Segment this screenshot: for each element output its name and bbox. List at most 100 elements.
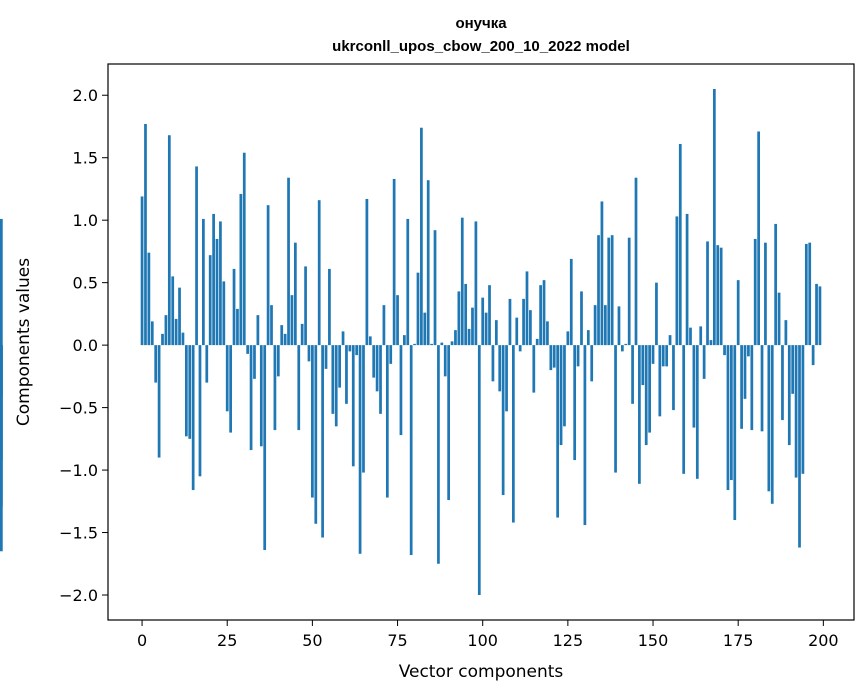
bar <box>195 166 198 346</box>
bar <box>753 238 757 346</box>
bar <box>379 345 382 414</box>
bar <box>668 335 672 346</box>
bar <box>259 345 263 447</box>
bar <box>777 292 781 346</box>
bar <box>232 268 236 346</box>
bar <box>648 345 651 433</box>
bar <box>191 345 195 491</box>
bar <box>304 266 307 346</box>
bar <box>494 320 498 346</box>
bar <box>368 336 372 346</box>
y-tick-label: 0.0 <box>73 336 98 355</box>
bar <box>672 345 675 411</box>
bar <box>276 345 280 377</box>
bar <box>791 345 795 394</box>
bar <box>362 345 365 473</box>
bar <box>501 345 505 496</box>
bar <box>770 345 774 504</box>
bar <box>665 345 669 367</box>
bar <box>760 345 764 432</box>
bar <box>389 345 393 364</box>
x-tick-label: 100 <box>467 631 498 650</box>
bar <box>655 282 658 346</box>
bar <box>808 242 812 346</box>
bar <box>171 276 175 346</box>
bar <box>140 196 144 346</box>
bar <box>706 241 709 346</box>
bar <box>709 340 713 346</box>
bar <box>621 345 624 352</box>
bar <box>443 345 447 377</box>
bar <box>0 345 3 507</box>
bar <box>433 230 437 346</box>
bar <box>624 343 628 346</box>
bar <box>188 345 192 439</box>
bar <box>219 221 222 346</box>
bar <box>512 345 515 523</box>
bar <box>161 333 164 346</box>
bar <box>300 323 304 346</box>
bar <box>552 345 556 368</box>
y-axis-label: Components values <box>14 258 34 426</box>
bar <box>576 345 580 367</box>
bar <box>246 345 250 354</box>
plot-area-frame <box>107 63 855 621</box>
bar <box>297 345 301 431</box>
bar <box>563 345 566 427</box>
x-tick-label: 200 <box>808 631 839 650</box>
bar <box>757 131 760 346</box>
bar <box>477 345 481 596</box>
bar <box>644 345 648 446</box>
bar <box>815 283 818 346</box>
bar <box>287 177 290 346</box>
bar <box>559 345 563 446</box>
bar <box>716 245 720 346</box>
bar <box>723 345 726 356</box>
bar <box>794 345 798 478</box>
bar <box>784 320 788 346</box>
bar <box>202 218 205 346</box>
bar <box>375 345 379 392</box>
x-axis-ticks: 0 25 50 75 100 125 150 175 200 <box>137 620 839 650</box>
bar <box>253 345 256 379</box>
bar <box>685 213 689 346</box>
y-axis-ticks: 2.0 1.5 1.0 0.5 0.0 −0.5 −1.0 −1.5 −2.0 <box>59 86 108 605</box>
bar <box>236 308 239 346</box>
bar <box>678 143 682 346</box>
bar <box>154 345 158 383</box>
chart-subtitle: ukrconll_upos_cbow_200_10_2022 model <box>332 38 630 55</box>
bar <box>311 345 314 498</box>
bar <box>682 345 686 474</box>
bar <box>212 213 215 346</box>
bar <box>399 345 403 436</box>
bar <box>580 291 583 346</box>
bar <box>719 247 723 346</box>
bar <box>736 280 740 346</box>
bar <box>518 345 522 352</box>
bar <box>293 242 297 346</box>
bar <box>242 152 246 346</box>
bar <box>617 306 621 346</box>
bar <box>498 345 502 392</box>
bar <box>416 272 420 346</box>
bar <box>280 325 284 346</box>
bar <box>263 345 267 551</box>
bar <box>658 345 662 417</box>
bar <box>740 345 743 429</box>
bar <box>607 237 611 346</box>
bar <box>590 345 594 382</box>
y-tick-label: −1.0 <box>59 461 98 480</box>
bar <box>699 326 703 346</box>
bar <box>447 345 451 501</box>
x-tick-label: 150 <box>638 631 669 650</box>
bar <box>157 345 161 458</box>
bar <box>225 345 229 412</box>
bar <box>743 345 747 399</box>
bar <box>811 345 815 366</box>
bar <box>522 298 525 346</box>
bar <box>798 345 801 548</box>
bar <box>167 135 171 346</box>
bar <box>174 318 178 346</box>
y-tick-label: −0.5 <box>59 399 98 418</box>
bar <box>385 345 389 498</box>
